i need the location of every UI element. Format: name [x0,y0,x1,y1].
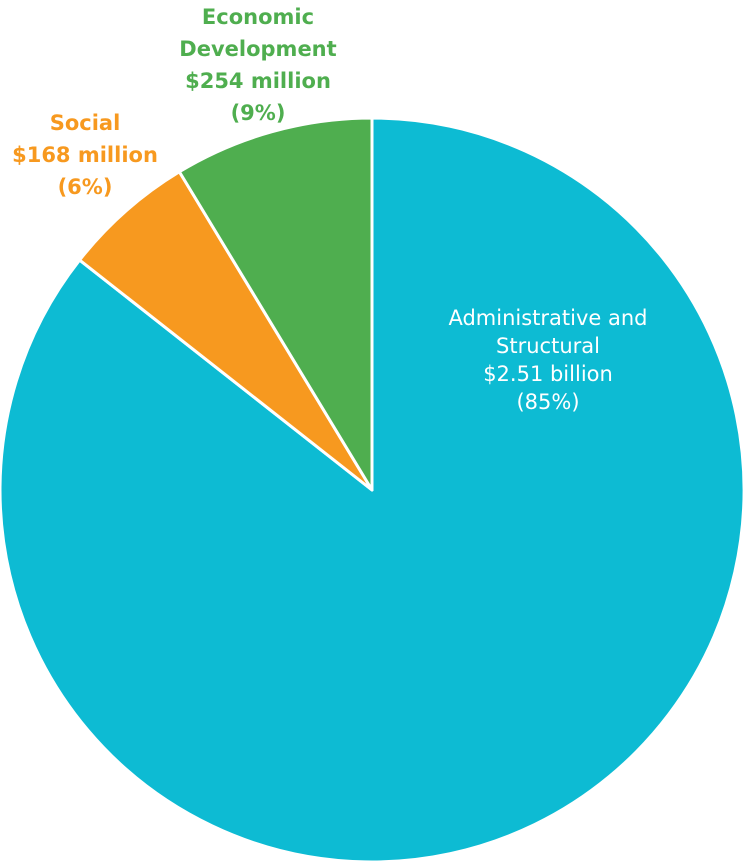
pie-slices [0,116,745,862]
slice-label-line: $168 million [12,143,158,167]
pie-slice-economic-development [177,116,374,492]
slice-label-line: Structural [496,334,600,358]
slice-label-line: (9%) [231,101,286,125]
slice-label-social: Social $168 million (6%) [12,111,158,199]
slice-label-economic-development: Economic Development $254 million (9%) [179,5,336,125]
slice-label-line: Administrative and [448,306,647,330]
slice-label-line: (6%) [58,175,113,199]
slice-label-line: Economic [202,5,314,29]
slice-label-line: (85%) [516,390,579,414]
slice-label-line: $254 million [185,69,331,93]
slice-labels: Administrative and Structural $2.51 billio… [12,5,647,414]
slice-label-administrative-and-structural: Administrative and Structural $2.51 billio… [448,306,647,414]
slice-label-line: Social [50,111,121,135]
pie-slice-social [78,170,374,492]
slice-label-line: $2.51 billion [483,362,613,386]
slice-label-line: Development [179,37,336,61]
